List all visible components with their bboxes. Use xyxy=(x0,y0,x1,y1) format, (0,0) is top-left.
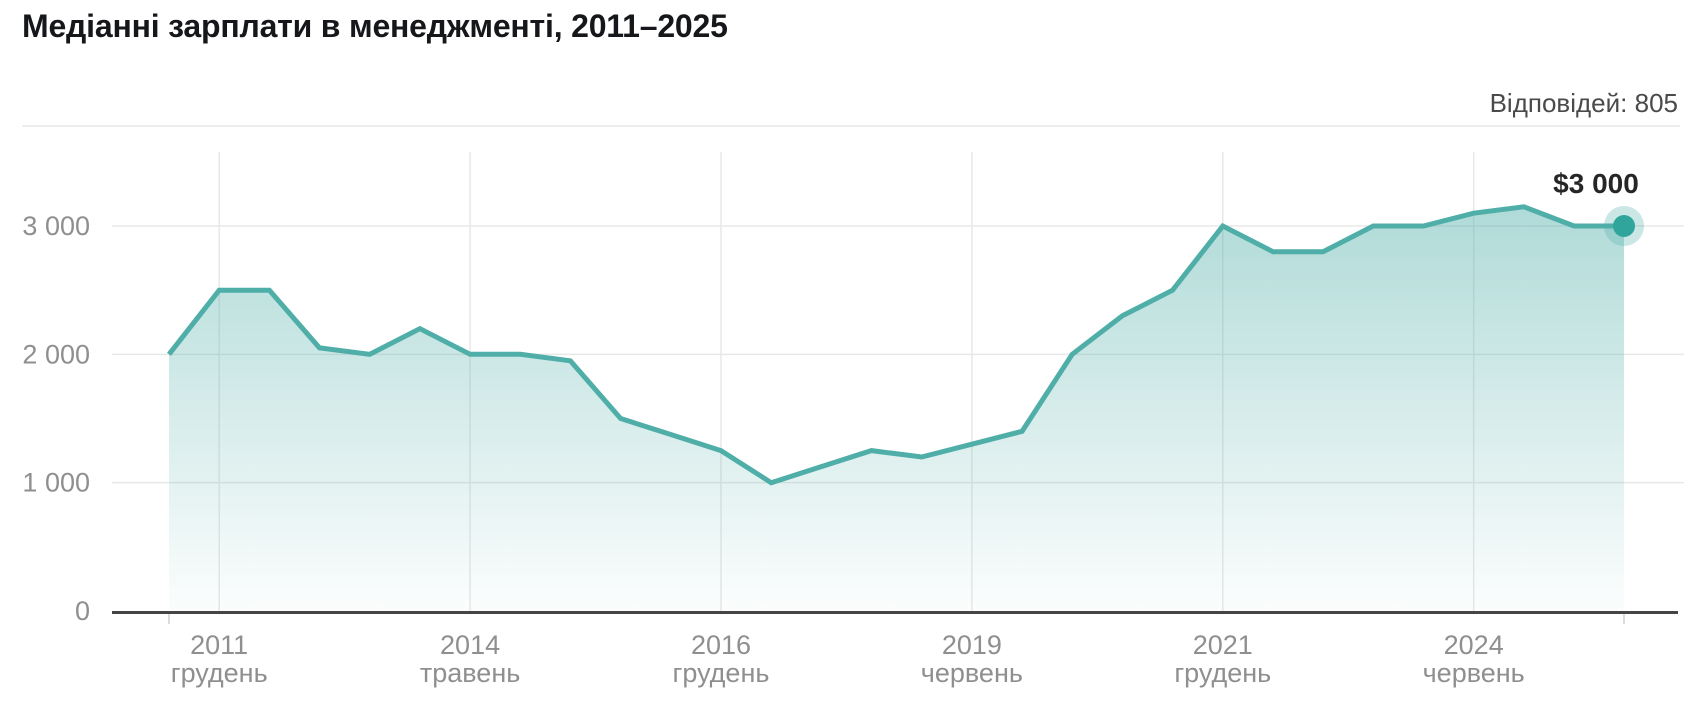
x-tick-month-label: червень xyxy=(1423,658,1525,688)
x-tick-year-label: 2024 xyxy=(1444,630,1504,660)
x-tick-year-label: 2019 xyxy=(942,630,1002,660)
page-title: Медіанні зарплати в менеджменті, 2011–20… xyxy=(22,8,728,44)
x-tick-year-label: 2011 xyxy=(190,630,248,660)
end-point-dot xyxy=(1613,215,1635,238)
y-tick-label: 0 xyxy=(75,596,90,626)
x-tick-year-label: 2016 xyxy=(691,630,751,660)
header-divider xyxy=(22,125,1680,127)
x-tick-month-label: грудень xyxy=(171,658,268,688)
y-tick-label: 1 000 xyxy=(22,468,90,498)
x-tick-year-label: 2014 xyxy=(440,630,500,660)
x-tick-month-label: грудень xyxy=(673,658,770,688)
x-tick-month-label: грудень xyxy=(1174,658,1271,688)
salary-line xyxy=(167,204,1624,486)
y-tick-label: 2 000 xyxy=(22,339,90,369)
responses-count: Відповідей: 805 xyxy=(1489,88,1678,118)
end-value-label: $3 000 xyxy=(1553,168,1639,199)
salary-area xyxy=(169,206,1624,612)
y-tick-label: 3 000 xyxy=(22,211,90,241)
x-tick-month-label: червень xyxy=(921,658,1023,688)
x-tick-year-label: 2021 xyxy=(1193,630,1253,660)
x-tick-month-label: травень xyxy=(420,658,520,688)
